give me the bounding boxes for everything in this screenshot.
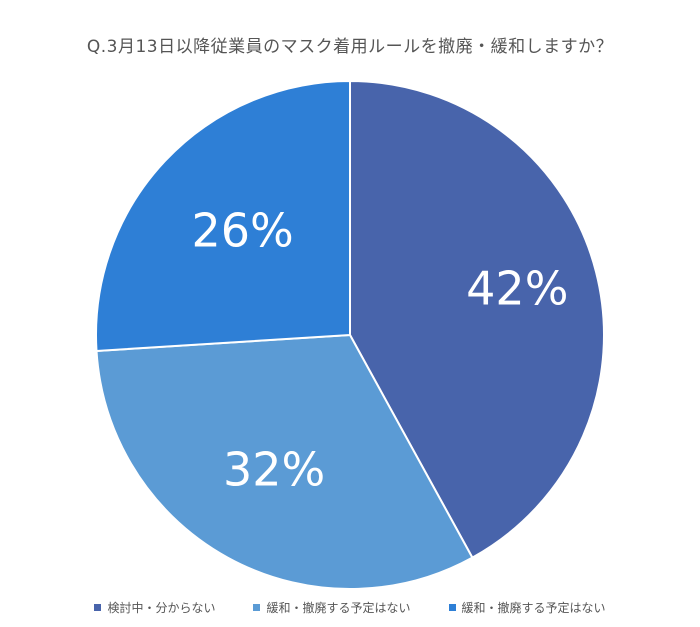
legend: 検討中・分からない 緩和・撤廃する予定はない 緩和・撤廃する予定はない: [0, 599, 700, 616]
legend-swatch-1: [253, 604, 261, 611]
pie-slice-0: [349, 79, 605, 559]
legend-item: 検討中・分からない: [94, 599, 215, 616]
data-label-0: 42%: [466, 262, 568, 316]
pie-slice-1: [95, 333, 474, 590]
data-label-1: 32%: [223, 443, 325, 497]
legend-label-0: 検討中・分からない: [107, 601, 216, 615]
pie-slices: [95, 79, 605, 590]
legend-label-2: 緩和・撤廃する予定はない: [461, 601, 606, 615]
legend-item: 緩和・撤廃する予定はない: [448, 599, 606, 616]
pie-data-labels: 42% 32% 26%: [191, 204, 568, 497]
pie-slice-2: [95, 79, 351, 353]
legend-swatch-2: [448, 604, 456, 611]
legend-item: 緩和・撤廃する予定はない: [253, 599, 411, 616]
legend-swatch-0: [94, 604, 102, 611]
legend-label-1: 緩和・撤廃する予定はない: [266, 601, 411, 615]
chart-title: Q.3月13日以降従業員のマスク着用ルールを撤廃・緩和しますか？: [86, 37, 614, 57]
data-label-2: 26%: [191, 204, 293, 258]
